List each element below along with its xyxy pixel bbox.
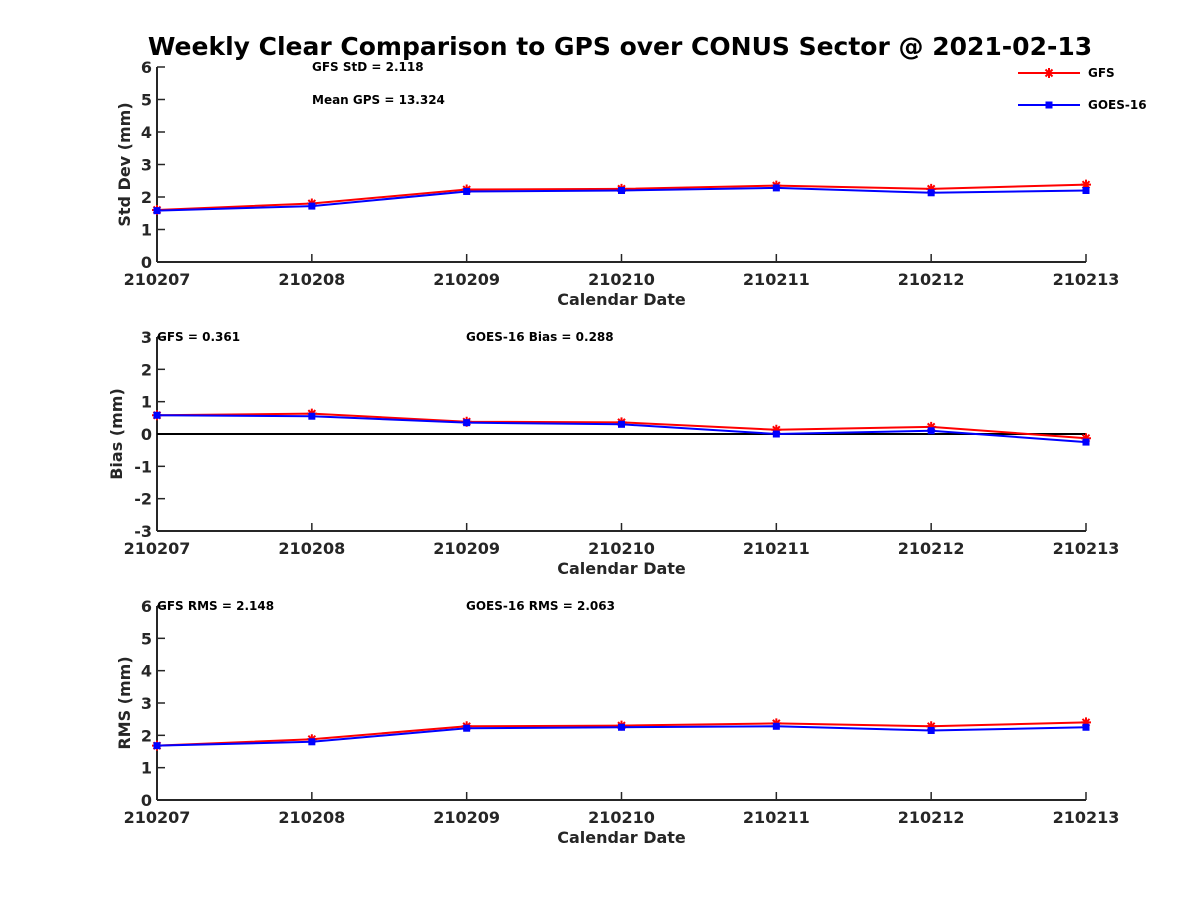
data-point-gfs — [1081, 433, 1091, 444]
x-tick-label: 210208 — [278, 808, 345, 827]
x-tick-label: 210209 — [433, 808, 500, 827]
y-tick-label: 1 — [141, 759, 152, 778]
chart-title: Weekly Clear Comparison to GPS over CONU… — [148, 32, 1092, 61]
y-tick-label: -2 — [134, 490, 152, 509]
x-tick-label: 210207 — [124, 270, 191, 289]
y-tick-label: 5 — [141, 629, 152, 648]
y-axis-label: Std Dev (mm) — [115, 102, 134, 226]
data-point-goes-16 — [618, 187, 625, 194]
data-point-goes-16 — [153, 411, 161, 419]
x-tick-label: 210211 — [743, 539, 810, 558]
y-tick-label: 3 — [141, 694, 152, 713]
x-tick-label: 210212 — [898, 808, 965, 827]
data-point-goes-16 — [772, 722, 780, 730]
x-tick-label: 210210 — [588, 539, 655, 558]
data-point-goes-16 — [618, 420, 625, 428]
data-point-goes-16 — [463, 419, 471, 427]
y-tick-label: 0 — [141, 791, 152, 810]
chart-legend: GFS GOES-16 — [1018, 66, 1147, 112]
legend-marker-goes-16 — [1045, 101, 1053, 109]
x-tick-label: 210212 — [898, 270, 965, 289]
x-tick-label: 210213 — [1053, 539, 1120, 558]
data-point-goes-16 — [308, 412, 316, 420]
annotation-text: Mean GPS = 13.324 — [312, 93, 445, 107]
x-tick-label: 210210 — [588, 270, 655, 289]
data-point-goes-16 — [772, 430, 780, 438]
y-tick-label: -3 — [134, 522, 152, 541]
y-tick-label: 3 — [141, 328, 152, 347]
data-point-gfs — [926, 183, 937, 194]
y-tick-label: 2 — [141, 360, 152, 379]
y-tick-label: 6 — [141, 597, 152, 616]
annotation-text: GFS = 0.361 — [157, 330, 240, 344]
x-tick-label: 210212 — [898, 539, 965, 558]
x-tick-label: 210208 — [278, 270, 345, 289]
x-tick-label: 210209 — [433, 270, 500, 289]
x-tick-label: 210207 — [124, 539, 191, 558]
data-point-gfs — [771, 424, 782, 435]
annotation-text: GFS StD = 2.118 — [312, 60, 424, 74]
legend-marker-gfs — [1044, 68, 1054, 78]
data-point-gfs — [926, 721, 937, 732]
x-tick-label: 210211 — [743, 808, 810, 827]
data-point-goes-16 — [927, 427, 935, 435]
x-tick-label: 210210 — [588, 808, 655, 827]
chart-panel-3: 0 1 2 3 4 5 6 210207 210208 210209 210210 210211 210… — [115, 597, 1119, 847]
x-tick-label: 210207 — [124, 808, 191, 827]
y-tick-label: -1 — [134, 457, 152, 476]
y-tick-label: 3 — [141, 156, 152, 175]
y-tick-label: 6 — [141, 58, 152, 77]
x-tick-label: 210211 — [743, 270, 810, 289]
y-tick-label: 5 — [141, 91, 152, 110]
data-point-goes-16 — [463, 187, 471, 195]
data-point-gfs — [926, 421, 937, 432]
y-tick-label: 1 — [141, 393, 152, 412]
y-tick-label: 0 — [141, 425, 152, 444]
data-point-goes-16 — [772, 184, 780, 192]
data-point-gfs — [1081, 717, 1091, 728]
legend-label-goes-16: GOES-16 — [1088, 98, 1147, 112]
annotation-text: GOES-16 Bias = 0.288 — [466, 330, 614, 344]
chart-panel-2: -3 -2 -1 0 1 2 3 210207 210208 210209 210210 210211… — [107, 328, 1119, 578]
x-tick-label: 210213 — [1053, 270, 1120, 289]
y-axis-label: Bias (mm) — [107, 388, 126, 480]
y-tick-label: 2 — [141, 726, 152, 745]
x-axis-label: Calendar Date — [557, 559, 686, 578]
data-point-goes-16 — [927, 189, 935, 197]
legend-label-gfs: GFS — [1088, 66, 1115, 80]
data-point-goes-16 — [1082, 187, 1090, 194]
data-point-goes-16 — [153, 207, 161, 215]
y-axis-label: RMS (mm) — [115, 656, 134, 749]
annotation-text: GFS RMS = 2.148 — [157, 599, 274, 613]
y-tick-label: 0 — [141, 253, 152, 272]
data-point-gfs — [1081, 179, 1091, 190]
data-point-goes-16 — [308, 202, 316, 210]
x-tick-label: 210213 — [1053, 808, 1120, 827]
x-axis-label: Calendar Date — [557, 290, 686, 309]
data-point-goes-16 — [308, 738, 316, 746]
annotation-text: GOES-16 RMS = 2.063 — [466, 599, 615, 613]
y-tick-label: 2 — [141, 188, 152, 207]
y-tick-label: 1 — [141, 221, 152, 240]
x-tick-label: 210208 — [278, 539, 345, 558]
data-point-goes-16 — [927, 726, 935, 734]
data-point-goes-16 — [1082, 438, 1090, 446]
chart-panel-1: 0 1 2 3 4 5 6 210207 210208 210209 210210 210211 210… — [115, 58, 1147, 309]
y-tick-label: 4 — [141, 662, 152, 681]
x-tick-label: 210209 — [433, 539, 500, 558]
data-point-goes-16 — [463, 724, 471, 732]
x-axis-label: Calendar Date — [557, 828, 686, 847]
data-point-goes-16 — [1082, 723, 1090, 731]
y-tick-label: 4 — [141, 123, 152, 142]
data-point-goes-16 — [153, 742, 161, 750]
data-point-goes-16 — [618, 723, 625, 731]
